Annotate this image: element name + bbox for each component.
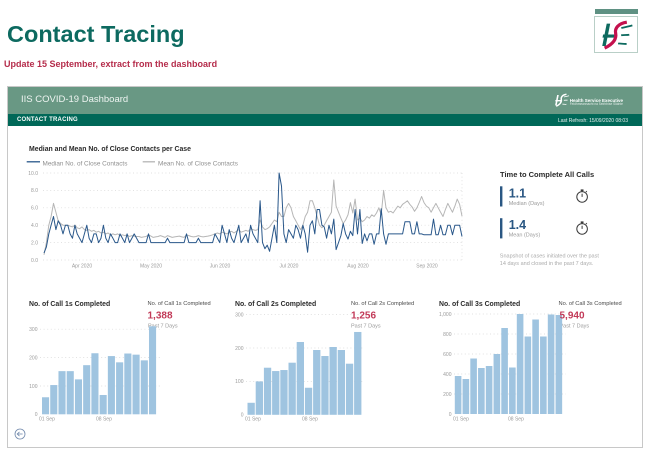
svg-text:100: 100: [29, 384, 38, 390]
svg-text:1.4: 1.4: [509, 218, 526, 232]
svg-text:No. of Call 2s Completed: No. of Call 2s Completed: [351, 301, 414, 307]
svg-text:8.0: 8.0: [31, 188, 38, 194]
svg-text:Past 7 Days: Past 7 Days: [351, 323, 381, 329]
svg-text:Sep 2020: Sep 2020: [416, 264, 438, 270]
svg-text:No. of Call 3s Completed: No. of Call 3s Completed: [439, 301, 520, 308]
svg-text:0: 0: [241, 413, 244, 419]
svg-text:2.0: 2.0: [31, 240, 38, 246]
svg-text:Aug 2020: Aug 2020: [347, 264, 369, 270]
svg-text:600: 600: [443, 352, 452, 358]
svg-text:Mean No. of Close Contacts: Mean No. of Close Contacts: [158, 161, 238, 168]
svg-text:300: 300: [29, 327, 38, 333]
svg-text:Past 7 Days: Past 7 Days: [148, 323, 178, 329]
svg-text:14 days and closed in the past: 14 days and closed in the past 7 days.: [500, 261, 594, 267]
svg-text:Jul 2020: Jul 2020: [280, 264, 299, 270]
svg-text:100: 100: [235, 379, 244, 385]
svg-text:08 Sep: 08 Sep: [96, 417, 112, 423]
svg-text:400: 400: [443, 372, 452, 378]
svg-text:No. of Call 3s Completed: No. of Call 3s Completed: [559, 301, 622, 307]
svg-text:200: 200: [235, 346, 244, 352]
svg-text:May 2020: May 2020: [140, 264, 162, 270]
svg-text:200: 200: [29, 355, 38, 361]
svg-text:4.0: 4.0: [31, 223, 38, 229]
svg-text:0.0: 0.0: [31, 258, 38, 264]
svg-text:1,256: 1,256: [351, 311, 376, 322]
svg-text:01 Sep: 01 Sep: [39, 417, 55, 423]
svg-text:Snapshot of cases initiated ov: Snapshot of cases initiated over the pas…: [500, 254, 600, 260]
svg-text:800: 800: [443, 332, 452, 338]
svg-text:6.0: 6.0: [31, 206, 38, 212]
svg-text:No. of Call 1s Completed: No. of Call 1s Completed: [29, 301, 110, 308]
svg-text:1.1: 1.1: [509, 187, 526, 201]
svg-text:1,388: 1,388: [148, 311, 173, 322]
svg-text:Past 7 Days: Past 7 Days: [560, 323, 590, 329]
svg-text:08 Sep: 08 Sep: [508, 417, 524, 423]
svg-text:5,940: 5,940: [560, 311, 585, 322]
svg-text:08 Sep: 08 Sep: [302, 417, 318, 423]
svg-text:Apr 2020: Apr 2020: [72, 264, 93, 270]
svg-text:0: 0: [449, 412, 452, 418]
svg-text:10.0: 10.0: [28, 171, 38, 177]
svg-text:No. of Call 1s Completed: No. of Call 1s Completed: [148, 301, 211, 307]
svg-text:Time to Complete All Calls: Time to Complete All Calls: [500, 170, 594, 179]
svg-text:300: 300: [235, 312, 244, 318]
svg-text:01 Sep: 01 Sep: [453, 417, 469, 423]
svg-text:Median (Days): Median (Days): [509, 201, 545, 207]
svg-text:1,000: 1,000: [439, 312, 452, 318]
svg-text:01 Sep: 01 Sep: [245, 417, 261, 423]
svg-text:Jun 2020: Jun 2020: [210, 264, 231, 270]
svg-text:Median and Mean No. of Close C: Median and Mean No. of Close Contacts pe…: [29, 146, 191, 153]
svg-text:Median No. of Close Contacts: Median No. of Close Contacts: [43, 161, 128, 168]
svg-text:No. of Call 2s Completed: No. of Call 2s Completed: [235, 301, 316, 308]
svg-text:200: 200: [443, 392, 452, 398]
svg-text:Mean (Days): Mean (Days): [509, 233, 541, 239]
svg-text:0: 0: [35, 412, 38, 418]
